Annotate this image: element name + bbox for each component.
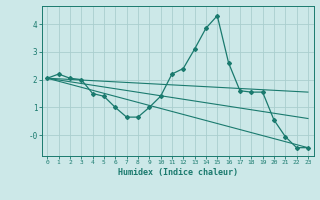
- X-axis label: Humidex (Indice chaleur): Humidex (Indice chaleur): [118, 168, 237, 177]
